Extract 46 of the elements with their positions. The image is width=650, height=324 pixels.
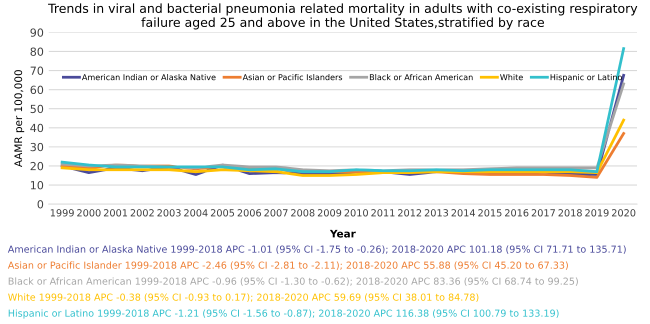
y-tick-label: 40	[30, 124, 44, 132]
x-tick-label: 2020	[612, 209, 636, 217]
x-tick-label: 2014	[452, 209, 476, 217]
y-tick-label: 0	[38, 200, 44, 208]
chart-title: Trends in viral and bacterial pneumonia related mortality in adults with co-existing respiratory failure aged 25 and above in the United States,stratified by race	[48, 3, 638, 30]
x-tick-label: 2011	[371, 209, 394, 217]
y-tick-label: 80	[30, 47, 44, 56]
x-tick-label: 2015	[478, 209, 502, 217]
y-tick-label: 20	[30, 162, 44, 170]
x-tick-label: 2010	[344, 209, 368, 217]
x-tick-label: 2016	[505, 209, 528, 217]
line-series	[60, 118, 626, 177]
y-axis-title: AAMR per 100,000	[14, 70, 24, 168]
x-tick-label: 2018	[558, 209, 582, 217]
y-tick-label: 30	[30, 142, 44, 152]
legend-label: White	[500, 74, 523, 80]
text: Hispanic or Latino 1999-2018 APC -1.21 (95% CI -1.56 to -0.87); 2018-2020 APC 116.38 (95% CI 100.79 to 133.19)	[8, 309, 559, 319]
y-tick-label: 60	[30, 86, 44, 94]
x-tick-label: 2003	[157, 209, 181, 217]
x-tick-label: 2008	[291, 209, 314, 217]
text: Black or African American 1999-2018 APC -0.96 (95% CI -1.30 to -0.62); 2018-2020 APC 83.36 (95% CI 68.74 to 99.25)	[8, 277, 578, 286]
y-tick-label: 70	[30, 66, 44, 75]
x-tick-label: 2002	[130, 209, 154, 217]
legend-label: American Indian or Alaska Native	[82, 74, 216, 80]
y-tick-label: 50	[30, 104, 44, 114]
x-tick-label: 2019	[585, 209, 609, 217]
x-tick-label: 2001	[104, 209, 128, 217]
x-tick-label: 2007	[264, 209, 288, 217]
x-tick-label: 2012	[398, 209, 422, 217]
text: Asian or Pacific Islander 1999-2018 APC -2.46 (95% CI -2.81 to -2.11); 2018-2020 APC 55.88 (95% CI 45.20 to 67.33)	[8, 261, 568, 270]
x-axis-title: Year	[330, 230, 356, 238]
x-tick-label: 1999	[50, 209, 74, 217]
x-tick-label: 2017	[532, 209, 555, 217]
text: White 1999-2018 APC -0.38 (95% CI -0.93 to 0.17); 2018-2020 APC 59.69 (95% CI 38.01 to 84.78)	[8, 293, 478, 302]
legend-label: Asian or Pacific Islanders	[242, 74, 342, 80]
legend-label: Black or African American	[370, 74, 473, 80]
x-tick-label: 2013	[424, 209, 448, 217]
x-tick-label: 2000	[77, 209, 101, 217]
x-tick-label: 2009	[318, 209, 342, 217]
x-tick-label: 2006	[238, 209, 262, 217]
y-tick-label: 90	[30, 28, 44, 37]
y-tick-label: 10	[30, 181, 44, 190]
x-tick-label: 2004	[184, 209, 208, 217]
text: American Indian or Alaska Native 1999-2018 APC -1.01 (95% CI -1.75 to -0.26); 2018-2020 APC 101.18 (95% CI 71.71 to 135.71)	[8, 245, 626, 254]
line-series	[60, 47, 626, 174]
x-tick-label: 2005	[210, 209, 234, 217]
